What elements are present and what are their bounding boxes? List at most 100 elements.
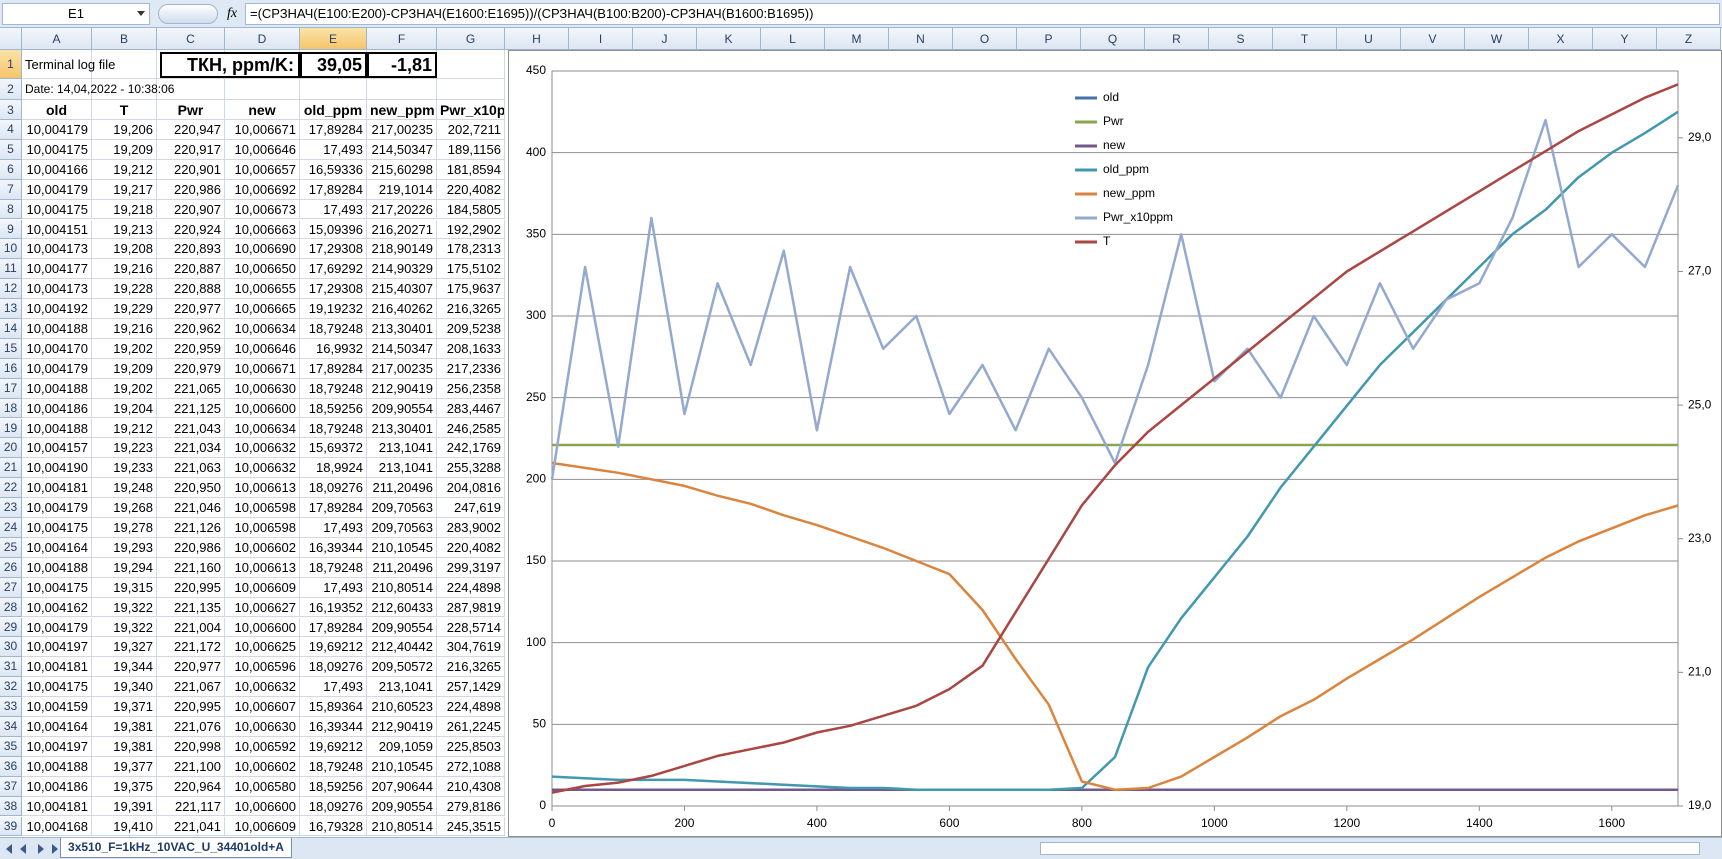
row-header[interactable]: 5 — [0, 139, 22, 160]
row-header[interactable]: 16 — [0, 358, 22, 379]
cell[interactable]: 221,100 — [157, 756, 225, 777]
column-title[interactable]: old — [22, 100, 92, 120]
cell[interactable]: 19,212 — [92, 159, 157, 180]
cell[interactable]: 209,90554 — [367, 796, 437, 817]
cell[interactable]: 221,076 — [157, 717, 225, 737]
cell[interactable]: 17,29308 — [300, 279, 367, 300]
row-header[interactable]: 12 — [0, 279, 22, 300]
cell[interactable]: 10,006634 — [225, 418, 300, 439]
cell[interactable]: 10,004179 — [22, 498, 92, 518]
cell[interactable]: 220,4082 — [437, 537, 505, 558]
row-header[interactable]: 4 — [0, 120, 22, 140]
cell[interactable]: 18,59256 — [300, 398, 367, 419]
row-header[interactable]: 33 — [0, 697, 22, 717]
cell[interactable]: 10,006634 — [225, 319, 300, 339]
cell[interactable]: 246,2585 — [437, 418, 505, 439]
cell[interactable]: 221,043 — [157, 418, 225, 439]
cell[interactable]: 181,8594 — [437, 159, 505, 180]
cell[interactable]: 220,888 — [157, 279, 225, 300]
row-header[interactable]: 11 — [0, 259, 22, 280]
zoom-control[interactable] — [158, 4, 218, 24]
cell[interactable]: 221,067 — [157, 677, 225, 698]
cell[interactable]: 283,4467 — [437, 398, 505, 419]
cell[interactable]: 19,216 — [92, 259, 157, 280]
cell[interactable]: 10,006632 — [225, 458, 300, 479]
cell[interactable]: 15,69372 — [300, 438, 367, 459]
cell[interactable]: 16,39344 — [300, 717, 367, 737]
column-header[interactable]: V — [1401, 28, 1465, 50]
cell[interactable]: 10,004175 — [22, 139, 92, 160]
cell[interactable]: 221,135 — [157, 597, 225, 618]
column-header[interactable]: F — [367, 28, 437, 50]
cell[interactable] — [437, 50, 505, 79]
row-header[interactable]: 32 — [0, 677, 22, 698]
cell[interactable]: 245,3515 — [437, 816, 505, 837]
cell[interactable]: 210,10545 — [367, 756, 437, 777]
cell[interactable]: 10,006632 — [225, 438, 300, 459]
cell[interactable]: 10,004162 — [22, 597, 92, 618]
column-header[interactable]: B — [92, 28, 157, 50]
row-header[interactable]: 30 — [0, 637, 22, 658]
cell[interactable]: 217,00235 — [367, 358, 437, 379]
cell[interactable]: 255,3288 — [437, 458, 505, 479]
cell[interactable]: 221,046 — [157, 498, 225, 518]
cell[interactable]: 10,004188 — [22, 756, 92, 777]
cell[interactable]: 19,278 — [92, 518, 157, 538]
cell[interactable]: 17,89284 — [300, 498, 367, 518]
cell[interactable]: 10,004179 — [22, 179, 92, 200]
cell[interactable]: 209,1059 — [367, 736, 437, 757]
column-header[interactable]: U — [1337, 28, 1401, 50]
cell[interactable]: 10,004179 — [22, 358, 92, 379]
cell[interactable]: 10,006632 — [225, 677, 300, 698]
cell[interactable]: 209,70563 — [367, 498, 437, 518]
cell[interactable]: 10,004188 — [22, 319, 92, 339]
cell[interactable]: 220,962 — [157, 319, 225, 339]
cell[interactable]: 10,006630 — [225, 378, 300, 399]
row-header[interactable]: 36 — [0, 756, 22, 777]
dropdown-arrow[interactable] — [136, 10, 146, 18]
cell[interactable]: 18,79248 — [300, 418, 367, 439]
cell[interactable]: 220,995 — [157, 577, 225, 598]
column-header[interactable]: R — [1145, 28, 1209, 50]
cell[interactable]: 178,2313 — [437, 239, 505, 260]
cell[interactable]: 211,20496 — [367, 557, 437, 578]
row-header[interactable]: 2 — [0, 79, 22, 100]
cell[interactable]: 10,006613 — [225, 478, 300, 499]
cell[interactable]: 220,959 — [157, 338, 225, 359]
cell[interactable]: 18,09276 — [300, 478, 367, 499]
cell[interactable]: 10,006600 — [225, 796, 300, 817]
cell[interactable]: 19,218 — [92, 199, 157, 220]
cell[interactable]: 19,19232 — [300, 299, 367, 319]
cell[interactable]: 10,006673 — [225, 199, 300, 220]
column-header[interactable]: Y — [1593, 28, 1657, 50]
cell[interactable]: 217,20226 — [367, 199, 437, 220]
cell[interactable]: 10,004166 — [22, 159, 92, 180]
cell[interactable] — [367, 79, 437, 100]
cell[interactable]: 18,79248 — [300, 378, 367, 399]
cell[interactable]: 19,212 — [92, 418, 157, 439]
cell[interactable]: 220,947 — [157, 120, 225, 140]
cell[interactable]: 10,006596 — [225, 657, 300, 678]
cell[interactable]: 19,209 — [92, 358, 157, 379]
cell[interactable]: 10,006598 — [225, 518, 300, 538]
cell[interactable]: 10,006607 — [225, 697, 300, 717]
cell[interactable]: 218,90149 — [367, 239, 437, 260]
tab-navigation[interactable] — [4, 843, 60, 855]
row-header[interactable]: 15 — [0, 338, 22, 359]
cell[interactable]: 220,977 — [157, 657, 225, 678]
cell[interactable]: 220,979 — [157, 358, 225, 379]
cell[interactable]: 209,5238 — [437, 319, 505, 339]
row-header[interactable]: 39 — [0, 816, 22, 837]
cell[interactable]: 10,006600 — [225, 398, 300, 419]
cell[interactable]: 19,202 — [92, 338, 157, 359]
column-header[interactable]: X — [1529, 28, 1593, 50]
cell[interactable]: 17,89284 — [300, 120, 367, 140]
cell[interactable]: 221,160 — [157, 557, 225, 578]
column-header[interactable]: I — [569, 28, 633, 50]
cell[interactable]: 220,986 — [157, 179, 225, 200]
column-header[interactable]: Q — [1081, 28, 1145, 50]
cell[interactable]: 213,30401 — [367, 418, 437, 439]
cell[interactable] — [300, 79, 367, 100]
column-header[interactable]: P — [1017, 28, 1081, 50]
cell[interactable]: 220,901 — [157, 159, 225, 180]
